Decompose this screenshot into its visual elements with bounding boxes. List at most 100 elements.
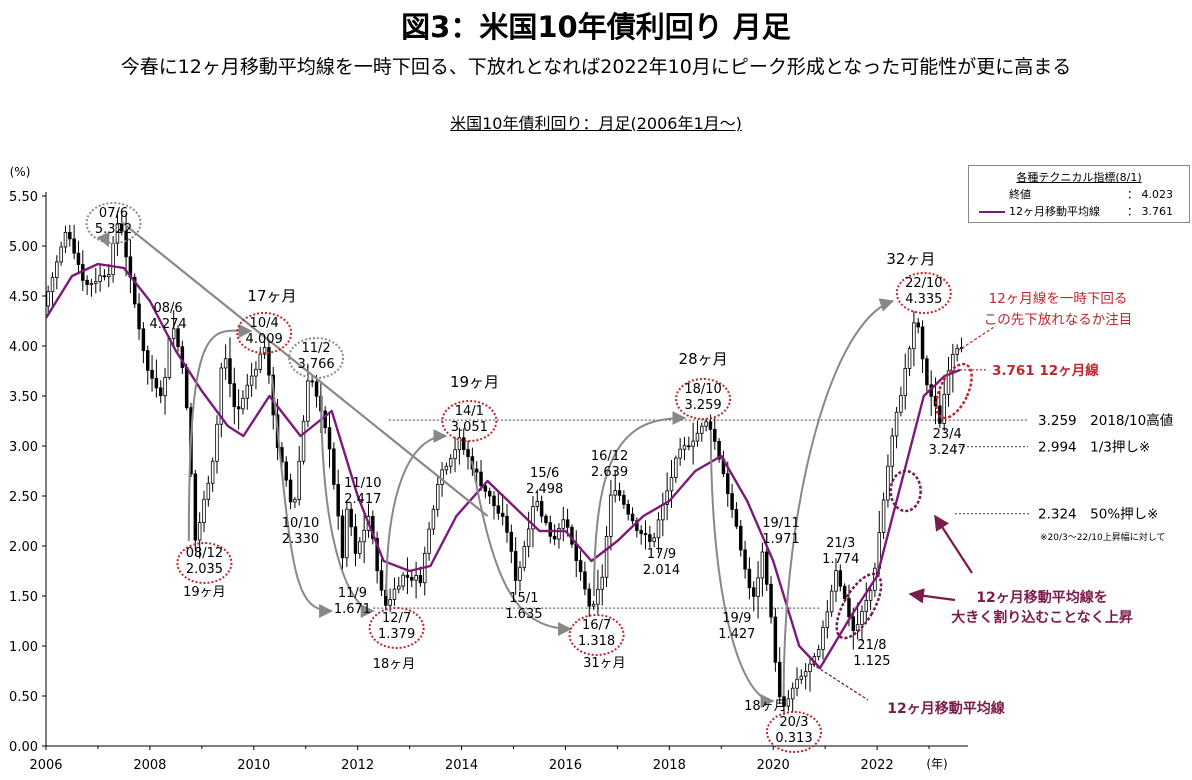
y-tick-label: 0.00 bbox=[9, 740, 38, 755]
candle-body bbox=[639, 530, 643, 534]
candle-body bbox=[851, 616, 856, 632]
candle-body bbox=[613, 490, 617, 496]
annotation-value: 1.379 bbox=[378, 627, 415, 642]
annotation-value: 3.766 bbox=[297, 357, 334, 372]
annotation-value: 3.247 bbox=[929, 443, 966, 458]
candle-body bbox=[903, 368, 907, 396]
candle-body bbox=[565, 519, 570, 528]
annotation-date: 08/6 bbox=[153, 301, 182, 316]
legend-close-row: 終値 ： 4.023 bbox=[979, 186, 1184, 202]
candle-body bbox=[825, 611, 830, 628]
legend-title: 各種テクニカル指標(8/1) bbox=[1016, 171, 1142, 184]
candle-body bbox=[267, 347, 271, 376]
candle-body bbox=[609, 494, 613, 537]
callout-leader bbox=[811, 663, 869, 701]
candle-body bbox=[708, 421, 713, 430]
annotation-date: 15/6 bbox=[530, 466, 559, 481]
annotation-value: 3.051 bbox=[451, 420, 488, 435]
candle-body bbox=[349, 508, 353, 528]
candle-body bbox=[955, 348, 959, 355]
candle-body bbox=[747, 568, 752, 589]
annotation-date: 15/1 bbox=[509, 591, 538, 606]
candle-body bbox=[756, 577, 760, 597]
break-below-circle bbox=[935, 362, 973, 420]
candle-body bbox=[513, 550, 518, 581]
candle-body bbox=[518, 566, 522, 581]
candle-body bbox=[102, 275, 107, 278]
candle-body bbox=[193, 473, 198, 541]
annotation-date: 18/10 bbox=[684, 382, 721, 397]
candle-body bbox=[397, 585, 401, 590]
candle-body bbox=[899, 395, 903, 413]
cycle-length-label: 28ヶ月 bbox=[679, 350, 728, 368]
candle-body bbox=[842, 585, 847, 599]
candle-body bbox=[332, 448, 336, 485]
candle-body bbox=[163, 377, 167, 397]
annotation-value: 2.035 bbox=[186, 562, 223, 577]
cycle-arrow bbox=[782, 298, 895, 697]
candle-body bbox=[535, 501, 540, 507]
annotation-date: 14/1 bbox=[455, 404, 484, 419]
candle-body bbox=[111, 243, 115, 276]
candle-body bbox=[751, 587, 756, 597]
candle-body bbox=[323, 410, 327, 429]
y-tick-label: 5.50 bbox=[9, 190, 38, 205]
candle-body bbox=[816, 649, 821, 658]
annotation-date: 10/4 bbox=[250, 316, 279, 331]
annotation-value: 2.014 bbox=[643, 563, 680, 578]
candle-body bbox=[414, 575, 418, 581]
candle-body bbox=[881, 499, 886, 533]
cycle-arrow bbox=[470, 460, 573, 636]
annotation-value: 1.318 bbox=[578, 634, 615, 649]
annotation-date: 19/11 bbox=[762, 516, 799, 531]
ma-support-circle bbox=[835, 572, 883, 640]
candle-body bbox=[946, 370, 951, 395]
candle-body bbox=[769, 583, 773, 618]
annotation-value: 1.971 bbox=[762, 532, 799, 547]
annotation-date: 21/3 bbox=[826, 536, 855, 551]
annotation-value: 2.498 bbox=[526, 482, 563, 497]
candle-body bbox=[63, 232, 68, 248]
candle-body bbox=[894, 411, 899, 437]
candle-body bbox=[85, 279, 89, 285]
candle-body bbox=[764, 551, 769, 585]
annotation-circle bbox=[441, 400, 498, 442]
candle-body bbox=[730, 493, 734, 510]
annotation-value: 1.427 bbox=[718, 627, 755, 642]
candle-body bbox=[202, 498, 206, 523]
cycle-length-label: 31ヶ月 bbox=[583, 656, 626, 671]
annotation-value: 1.774 bbox=[822, 552, 859, 567]
candle-body bbox=[916, 322, 920, 328]
footnote: ※20/3〜22/10上昇幅に対して bbox=[1040, 531, 1165, 543]
candle-body bbox=[951, 353, 955, 372]
annotation-value: 1.671 bbox=[334, 602, 371, 617]
annotation-value: 3.259 bbox=[684, 398, 721, 413]
candle-body bbox=[648, 534, 652, 542]
candle-body bbox=[669, 477, 674, 492]
cycle-length-label: 18ヶ月 bbox=[373, 657, 416, 672]
annotation-date: 19/9 bbox=[722, 611, 751, 626]
candle-body bbox=[293, 499, 297, 503]
annotation-circle bbox=[85, 202, 142, 244]
annotation-date: 08/12 bbox=[186, 546, 223, 561]
candle-body bbox=[868, 589, 873, 601]
candle-body bbox=[171, 328, 176, 339]
candle-body bbox=[336, 484, 340, 517]
callout-arrow bbox=[934, 514, 973, 574]
candle-body bbox=[466, 449, 470, 458]
candle-body bbox=[682, 445, 687, 450]
annotation-value: 5.322 bbox=[95, 222, 132, 237]
annotation-value: 1.125 bbox=[853, 654, 890, 669]
x-tick-label: 2010 bbox=[237, 758, 270, 773]
x-tick-label: 2016 bbox=[549, 758, 582, 773]
candle-body bbox=[496, 505, 501, 514]
candle-body bbox=[457, 437, 462, 451]
moving-average-line bbox=[44, 262, 961, 670]
candle-body bbox=[427, 528, 431, 554]
candle-body bbox=[700, 425, 704, 434]
annotation-date: 16/12 bbox=[591, 449, 628, 464]
y-tick-label: 5.00 bbox=[9, 240, 38, 255]
annotation-value: 4.335 bbox=[905, 292, 942, 307]
candle-body bbox=[388, 599, 392, 606]
candle-body bbox=[596, 588, 600, 605]
